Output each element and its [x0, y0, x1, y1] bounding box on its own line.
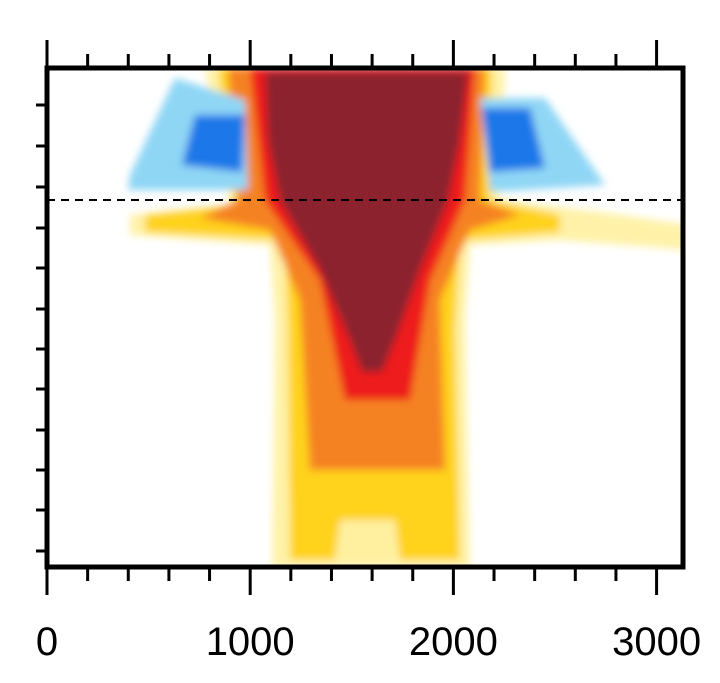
plot-frame	[44, 65, 686, 570]
x-tick-label: 1000	[206, 620, 295, 664]
field-light-center	[335, 520, 400, 560]
field-blue-right	[482, 108, 545, 172]
field-dark-red	[265, 72, 468, 372]
heatmap-field	[128, 68, 683, 567]
x-tick-label: 0	[36, 620, 58, 664]
x-tick-label: 2000	[409, 620, 498, 664]
field-blue-left	[182, 115, 245, 172]
x-tick-label: 3000	[612, 620, 701, 664]
